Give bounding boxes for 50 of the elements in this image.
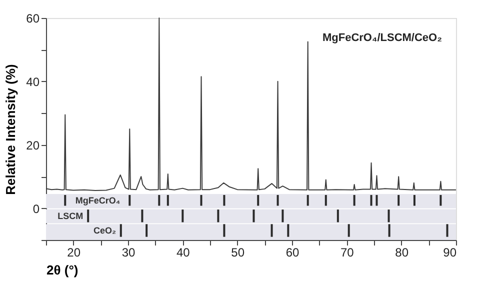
bar [182, 210, 184, 222]
bar [370, 194, 372, 206]
bar [353, 194, 356, 206]
bar [306, 194, 309, 206]
x-tick-label: 40 [176, 246, 190, 260]
x-axis-title: 2θ (°) [46, 262, 78, 278]
x-tick-label: 30 [122, 246, 136, 260]
bar [64, 194, 66, 206]
bar [146, 224, 148, 237]
bar [200, 194, 202, 206]
x-tick-label: 50 [231, 246, 245, 260]
bar [446, 224, 448, 237]
y-tick-label: 0 [32, 202, 40, 216]
x-tick-label: 90 [443, 246, 457, 260]
y-tick-label: 40 [26, 74, 40, 89]
bar [217, 210, 220, 222]
bar [252, 210, 255, 222]
y-axis-title: Relative Intensity (%) [3, 64, 18, 195]
bar [120, 224, 122, 237]
x-tick-label: 70 [340, 246, 354, 260]
bar [257, 194, 260, 206]
x-tick-label: 60 [286, 246, 300, 260]
series-label: MgFeCrO₄ [75, 195, 120, 206]
bar [223, 194, 226, 206]
y-tick-label: 20 [26, 138, 40, 152]
bar [398, 194, 400, 206]
bar [276, 194, 279, 206]
bar [141, 210, 144, 222]
bar [336, 210, 339, 222]
bar [287, 224, 290, 237]
bar [376, 194, 378, 206]
bar [166, 194, 169, 206]
bar [158, 194, 160, 206]
bar [388, 224, 390, 237]
series-label: CeO₂ [93, 225, 116, 236]
bar [270, 224, 273, 237]
bar [87, 210, 90, 222]
bar [440, 194, 442, 206]
bar [223, 224, 226, 237]
bar [128, 194, 131, 206]
bar [413, 194, 416, 206]
bar [388, 210, 390, 222]
bar [348, 224, 350, 237]
x-tick-label: 20 [67, 246, 81, 260]
x-tick-label: 80 [395, 246, 409, 260]
y-tick-label: 60 [26, 12, 40, 26]
annotation: MgFeCrO₄/LSCM/CeO₂ [322, 32, 442, 44]
bar [282, 210, 284, 222]
bar [324, 194, 327, 206]
series-label: LSCM [58, 210, 84, 221]
